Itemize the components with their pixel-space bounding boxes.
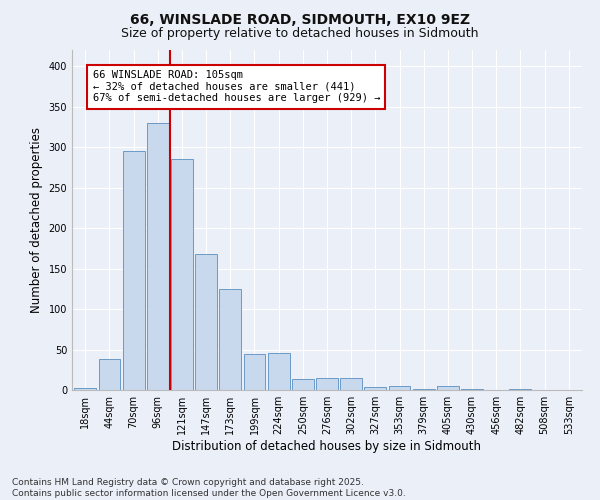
Bar	[123, 151, 145, 390]
Text: 66, WINSLADE ROAD, SIDMOUTH, EX10 9EZ: 66, WINSLADE ROAD, SIDMOUTH, EX10 9EZ	[130, 12, 470, 26]
Bar	[171, 160, 193, 390]
X-axis label: Distribution of detached houses by size in Sidmouth: Distribution of detached houses by size …	[173, 440, 482, 453]
Bar	[437, 386, 459, 390]
Bar	[220, 289, 241, 390]
Bar	[268, 353, 290, 390]
Bar	[461, 389, 483, 390]
Bar	[244, 354, 265, 390]
Bar	[364, 387, 386, 390]
Bar	[98, 359, 121, 390]
Text: Contains HM Land Registry data © Crown copyright and database right 2025.
Contai: Contains HM Land Registry data © Crown c…	[12, 478, 406, 498]
Bar	[147, 123, 169, 390]
Bar	[74, 388, 96, 390]
Y-axis label: Number of detached properties: Number of detached properties	[30, 127, 43, 313]
Text: Size of property relative to detached houses in Sidmouth: Size of property relative to detached ho…	[121, 28, 479, 40]
Bar	[340, 378, 362, 390]
Bar	[389, 386, 410, 390]
Bar	[195, 254, 217, 390]
Bar	[509, 389, 531, 390]
Bar	[413, 389, 434, 390]
Bar	[292, 380, 314, 390]
Bar	[316, 378, 338, 390]
Text: 66 WINSLADE ROAD: 105sqm
← 32% of detached houses are smaller (441)
67% of semi-: 66 WINSLADE ROAD: 105sqm ← 32% of detach…	[92, 70, 380, 103]
